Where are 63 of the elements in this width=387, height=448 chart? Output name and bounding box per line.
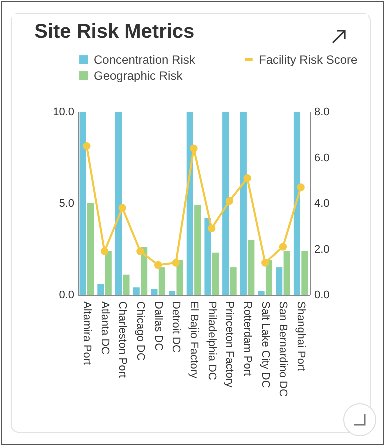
x-tick-label: Detroit DC [170,302,182,353]
bar [204,218,212,295]
bar [248,240,255,295]
legend-label: Facility Risk Score [259,53,358,67]
y-tick-label: 10.0 [53,106,74,118]
x-tick-label: Philadelphia DC [206,302,218,380]
bar [169,291,176,295]
y2-tick-label: 2.0 [314,244,330,256]
bar [302,251,308,295]
bar [194,205,202,295]
x-tick-label: Princeton Factory [224,302,236,388]
bar [294,112,300,295]
bar [276,268,283,295]
bar [123,274,130,295]
bar [258,291,265,295]
bar [240,112,247,295]
point [136,248,144,256]
point [279,243,288,251]
legend-label: Geographic Risk [94,69,184,83]
x-tick-label: Salt Lake City DC [259,302,272,388]
bar [88,204,94,295]
bar [133,288,140,295]
x-tick-label: Shanghai Port [295,302,308,372]
point [154,261,162,270]
bar [98,284,104,295]
bar [212,252,219,295]
point [297,184,305,192]
y-tick-label: 5.0 [59,198,74,210]
bar [284,251,290,295]
x-tick-label: Rotterdam Port [242,302,254,376]
point [118,204,126,212]
y2-tick-label: 0.0 [314,290,330,302]
bar [222,112,230,295]
legend-label: Concentration Risk [94,53,196,67]
x-tick-label: Chicago DC [134,302,146,361]
x-tick-label: Atlanta DC [98,302,111,355]
bar [115,112,122,295]
x-tick-label: El Bajio Factory [188,302,200,380]
bar [151,290,158,295]
point [244,174,252,182]
x-tick-label: Altamira Port [80,302,93,366]
point [172,259,180,267]
point [83,142,91,150]
y-tick-label: 0.0 [59,290,74,302]
point [226,197,234,206]
y2-tick-label: 8.0 [314,106,330,118]
x-tick-label: Charleston Port [116,302,129,378]
y2-tick-label: 6.0 [314,152,330,164]
x-tick-label: Dallas DC [152,302,164,352]
y2-tick-label: 4.0 [314,198,330,210]
bar [266,260,273,295]
bar [176,260,184,295]
point [190,144,198,152]
bar [230,268,237,295]
point [262,259,270,267]
chart-title: Site Risk Metrics [34,21,195,43]
point [100,248,109,256]
bar [141,247,148,295]
point [208,224,216,233]
bar [105,251,112,295]
x-tick-label: San Bernardino DC [277,302,290,397]
bar [158,268,166,295]
bar [186,112,194,295]
